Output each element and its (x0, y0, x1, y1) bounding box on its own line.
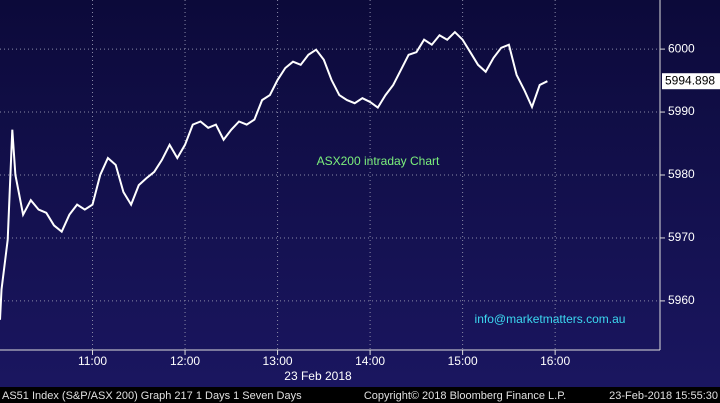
x-tick-label: 14:00 (355, 354, 385, 368)
x-tick-label: 13:00 (263, 354, 293, 368)
x-axis-label: 23 Feb 2018 (284, 369, 352, 383)
footer-bar (0, 387, 720, 403)
y-tick-label: 6000 (668, 41, 695, 55)
x-tick-label: 15:00 (448, 354, 478, 368)
y-tick-label: 5960 (668, 293, 695, 307)
annotation: ASX200 intraday Chart (317, 154, 440, 168)
x-tick-label: 11:00 (78, 354, 107, 368)
footer-text: AS51 Index (S&P/ASX 200) Graph 217 1 Day… (2, 390, 302, 402)
y-tick-label: 5980 (668, 167, 695, 181)
footer-text: Copyright© 2018 Bloomberg Finance L.P. (364, 390, 566, 402)
y-tick-label: 5990 (668, 104, 695, 118)
annotation: info@marketmatters.com.au (475, 312, 626, 326)
price-line (0, 30, 548, 320)
x-tick-label: 16:00 (540, 354, 570, 368)
last-value-flag (662, 73, 720, 90)
last-value-label: 5994.898 (665, 73, 715, 87)
footer-text: 23-Feb-2018 15:55:30 (609, 390, 718, 402)
x-tick-label: 12:00 (170, 354, 200, 368)
background (0, 0, 720, 387)
y-tick-label: 5970 (668, 230, 695, 244)
